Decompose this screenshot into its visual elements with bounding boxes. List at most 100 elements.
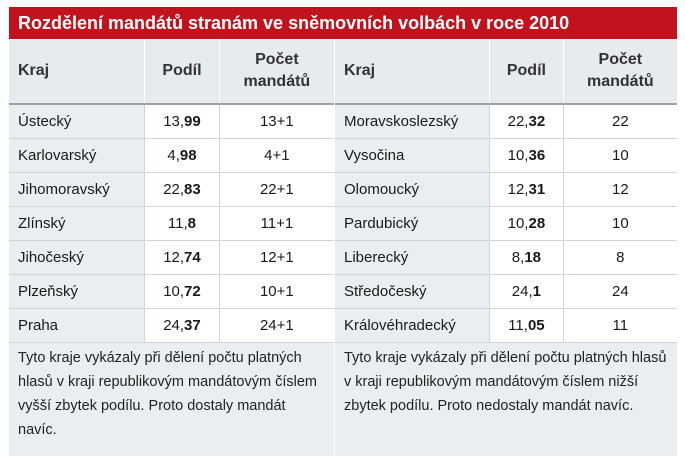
share-integer: 11, (508, 317, 528, 334)
share-integer: 22, (163, 181, 185, 198)
share-decimal: 05 (527, 317, 545, 334)
share-value: 11, 05 (489, 309, 563, 342)
region-name: Olomoucký (335, 173, 490, 206)
table-row: Olomoucký 12, 31 12 (335, 173, 677, 207)
share-decimal: 83 (184, 181, 201, 198)
left-panel: Kraj Podíl Počet mandátů Ústecký 13, 99 13+1… (9, 39, 334, 456)
table-row: Středočeský 24, 1 24 (335, 275, 677, 309)
share-decimal: 72 (184, 283, 201, 300)
region-name: Jihomoravský (9, 173, 145, 206)
seats-value: 10 (562, 207, 677, 240)
header-pocet-line2: mandátů (243, 73, 311, 90)
region-name: Plzeňský (9, 275, 145, 308)
share-decimal: 31 (528, 181, 546, 198)
share-integer: 10, (163, 283, 185, 300)
seats-value: 12+1 (218, 241, 334, 274)
header-pocet-line1: Počet (255, 51, 299, 68)
share-value: 22, 32 (489, 105, 563, 138)
region-name: Jihočeský (9, 241, 145, 274)
share-decimal: 8 (187, 215, 197, 232)
share-integer: 4, (167, 147, 180, 164)
seats-value: 12 (562, 173, 677, 206)
region-name: Vysočina (335, 139, 490, 172)
header-podil: Podíl (144, 39, 219, 103)
table-row: Vysočina 10, 36 10 (335, 139, 677, 173)
table-row: Plzeňský 10, 72 10+1 (9, 275, 334, 309)
region-name: Moravskoslezský (335, 105, 490, 138)
seats-value: 4+1 (218, 139, 334, 172)
region-name: Karlovarský (9, 139, 145, 172)
left-header-row: Kraj Podíl Počet mandátů (9, 39, 334, 105)
right-rows: Moravskoslezský 22, 32 22 Vysočina 10, 36 10 Olo… (335, 105, 677, 343)
table-row: Praha 24, 37 24+1 (9, 309, 334, 343)
right-panel: Kraj Podíl Počet mandátů Moravskoslezský 2… (335, 39, 677, 456)
table-row: Jihomoravský 22, 83 22+1 (9, 173, 334, 207)
region-name: Praha (9, 309, 145, 342)
share-integer: 22, (507, 113, 529, 130)
share-value: 10, 36 (489, 139, 563, 172)
seats-value: 24+1 (218, 309, 334, 342)
share-integer: 10, (507, 215, 529, 232)
header-pocet-line2: mandátů (587, 73, 654, 90)
left-rows: Ústecký 13, 99 13+1 Karlovarský 4, 98 4+1 Jihomo… (9, 105, 334, 343)
share-decimal: 32 (528, 113, 546, 130)
share-value: 11, 8 (144, 207, 219, 240)
seats-value: 11+1 (218, 207, 334, 240)
share-decimal: 74 (184, 249, 201, 266)
table-row: Královéhradecký 11, 05 11 (335, 309, 677, 343)
share-integer: 8, (511, 249, 525, 266)
share-value: 4, 98 (144, 139, 219, 172)
region-name: Pardubický (335, 207, 490, 240)
share-value: 22, 83 (144, 173, 219, 206)
seats-value: 10 (562, 139, 677, 172)
header-kraj: Kraj (18, 62, 50, 79)
share-value: 24, 1 (489, 275, 563, 308)
share-value: 13, 99 (144, 105, 219, 138)
region-name: Královéhradecký (335, 309, 490, 342)
share-value: 24, 37 (144, 309, 219, 342)
region-name: Středočeský (335, 275, 490, 308)
seats-value: 22 (562, 105, 677, 138)
share-value: 12, 31 (489, 173, 563, 206)
table-row: Pardubický 10, 28 10 (335, 207, 677, 241)
table-row: Moravskoslezský 22, 32 22 (335, 105, 677, 139)
seats-value: 22+1 (218, 173, 334, 206)
share-integer: 24, (511, 283, 533, 300)
header-podil: Podíl (489, 39, 563, 103)
seats-value: 24 (562, 275, 677, 308)
header-pocet-mandatu: Počet mandátů (218, 39, 334, 103)
header-pocet-line1: Počet (598, 51, 643, 68)
share-integer: 12, (507, 181, 529, 198)
share-value: 10, 72 (144, 275, 219, 308)
share-integer: 24, (163, 317, 185, 334)
right-header-row: Kraj Podíl Počet mandátů (335, 39, 677, 105)
share-decimal: 1 (532, 283, 541, 300)
table-row: Zlínský 11, 8 11+1 (9, 207, 334, 241)
region-name: Liberecký (335, 241, 490, 274)
table-row: Ústecký 13, 99 13+1 (9, 105, 334, 139)
seats-value: 8 (562, 241, 677, 274)
share-value: 12, 74 (144, 241, 219, 274)
seats-value: 13+1 (218, 105, 334, 138)
share-decimal: 18 (524, 249, 541, 266)
table-title: Rozdělení mandátů stranám ve sněmovních … (9, 7, 677, 39)
share-decimal: 36 (528, 147, 546, 164)
seats-value: 11 (562, 309, 677, 342)
share-integer: 12, (163, 249, 185, 266)
share-value: 8, 18 (489, 241, 563, 274)
share-value: 10, 28 (489, 207, 563, 240)
header-pocet-mandatu: Počet mandátů (562, 39, 677, 103)
region-name: Zlínský (9, 207, 145, 240)
share-integer: 10, (507, 147, 529, 164)
share-decimal: 98 (179, 147, 197, 164)
table-row: Liberecký 8, 18 8 (335, 241, 677, 275)
seats-value: 10+1 (218, 275, 334, 308)
right-note: Tyto kraje vykázaly při dělení počtu pla… (335, 343, 677, 456)
share-integer: 11, (167, 215, 188, 232)
region-name: Ústecký (9, 105, 145, 138)
share-decimal: 28 (528, 215, 546, 232)
share-decimal: 37 (184, 317, 201, 334)
header-kraj: Kraj (344, 62, 376, 79)
table-row: Jihočeský 12, 74 12+1 (9, 241, 334, 275)
